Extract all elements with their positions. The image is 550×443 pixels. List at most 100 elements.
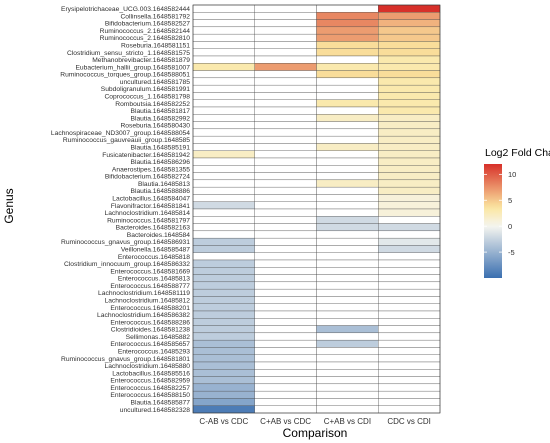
heatmap-cell bbox=[192, 4, 255, 13]
heatmap-cell bbox=[254, 179, 317, 188]
heatmap-cell bbox=[192, 77, 255, 86]
heatmap-cell bbox=[254, 165, 317, 173]
heatmap-cells bbox=[192, 4, 441, 414]
heatmap-cell bbox=[316, 150, 379, 159]
heatmap-cell bbox=[378, 201, 441, 210]
heatmap-cell bbox=[316, 70, 379, 79]
heatmap-cell bbox=[192, 48, 255, 57]
heatmap-cell bbox=[192, 19, 255, 28]
heatmap-cell bbox=[378, 135, 441, 144]
heatmap-cell bbox=[254, 274, 317, 283]
heatmap-cell bbox=[192, 208, 255, 217]
row-label: Enterococcus.1648588201 bbox=[110, 305, 190, 312]
heatmap-cell bbox=[192, 376, 255, 385]
heatmap-cell bbox=[192, 157, 255, 166]
heatmap-cell bbox=[316, 92, 379, 100]
heatmap-cell bbox=[316, 376, 379, 385]
heatmap-cell bbox=[316, 390, 379, 399]
x-axis-title: Comparison bbox=[283, 426, 348, 440]
heatmap-cell bbox=[192, 274, 255, 283]
heatmap-cell bbox=[316, 274, 379, 283]
row-label: Flavonifractor.1648581841 bbox=[111, 203, 190, 210]
heatmap-cell bbox=[378, 347, 441, 355]
row-label: Enterococcus.16485813 bbox=[118, 276, 190, 283]
heatmap-cell bbox=[192, 179, 255, 188]
heatmap-cell bbox=[378, 128, 441, 137]
row-label: Lachnoclostridium.16485812 bbox=[104, 297, 190, 304]
heatmap-cell bbox=[316, 121, 379, 130]
heatmap-cell bbox=[378, 398, 441, 406]
legend: Log2 Fold Change 10 5 0 -5 bbox=[484, 147, 550, 278]
heatmap-cell bbox=[378, 12, 441, 20]
column-label: C-AB vs CDC bbox=[199, 417, 248, 426]
heatmap-cell bbox=[254, 201, 317, 210]
heatmap-cell bbox=[378, 186, 441, 195]
column-label: CDC vs CDI bbox=[387, 417, 431, 426]
heatmap-cell bbox=[254, 405, 317, 414]
heatmap-cell bbox=[254, 186, 317, 195]
heatmap-cell bbox=[378, 143, 441, 151]
heatmap-cell bbox=[192, 332, 255, 341]
heatmap-cell bbox=[192, 288, 255, 297]
heatmap-cell bbox=[254, 19, 317, 28]
heatmap-cell bbox=[192, 12, 255, 20]
heatmap-cell bbox=[192, 26, 255, 35]
row-label: Ruminococcus_gnavus_group.1648586931 bbox=[61, 239, 190, 246]
row-label: Methanobrevibacter.1648581879 bbox=[92, 57, 190, 64]
heatmap-cell bbox=[316, 135, 379, 144]
heatmap-cell bbox=[316, 361, 379, 370]
heatmap-cell bbox=[316, 157, 379, 166]
heatmap-cell bbox=[254, 318, 317, 326]
heatmap-cell bbox=[254, 33, 317, 42]
heatmap-cell bbox=[316, 26, 379, 35]
heatmap-cell bbox=[378, 303, 441, 312]
heatmap-cell bbox=[254, 223, 317, 232]
heatmap-cell bbox=[316, 55, 379, 64]
heatmap-cell bbox=[316, 194, 379, 202]
heatmap-cell bbox=[254, 150, 317, 159]
heatmap-cell bbox=[254, 267, 317, 275]
row-label: Clostridium_sensu_stricto_1.1648581575 bbox=[67, 50, 190, 57]
heatmap-cell bbox=[192, 165, 255, 173]
heatmap-cell bbox=[254, 121, 317, 130]
heatmap-cell bbox=[378, 63, 441, 71]
heatmap-cell bbox=[316, 106, 379, 115]
heatmap-cell bbox=[316, 252, 379, 261]
heatmap-cell bbox=[254, 230, 317, 239]
heatmap-cell bbox=[316, 369, 379, 377]
row-label: Bifidobacterium.1648582724 bbox=[105, 174, 190, 181]
heatmap-cell bbox=[316, 201, 379, 210]
heatmap-cell bbox=[378, 318, 441, 326]
row-label: Eubacterium_hallii_group.1648581007 bbox=[75, 64, 190, 71]
row-label: Bifidobacterium.1648582527 bbox=[105, 21, 190, 28]
heatmap-cell bbox=[254, 354, 317, 363]
column-label: C+AB vs CDI bbox=[324, 417, 371, 426]
heatmap-cell bbox=[254, 12, 317, 20]
heatmap-cell bbox=[254, 281, 317, 290]
row-label: Clostridioides.1648581238 bbox=[111, 327, 190, 334]
row-label: Subdoligranulum.1648581991 bbox=[101, 86, 191, 93]
row-label: Lachnoclostridium.16485814 bbox=[104, 210, 190, 217]
row-label: Erysipelotrichaceae_UCG.003.1648582444 bbox=[61, 6, 190, 13]
heatmap-cell bbox=[192, 121, 255, 130]
heatmap-cell bbox=[254, 376, 317, 385]
heatmap-cell bbox=[192, 230, 255, 239]
row-label: Lactobacillus.1648585516 bbox=[112, 370, 190, 377]
row-label: Enterococcus.1648582257 bbox=[110, 385, 190, 392]
heatmap-cell bbox=[316, 245, 379, 253]
heatmap-cell bbox=[316, 143, 379, 151]
heatmap-cell bbox=[316, 325, 379, 334]
heatmap-cell bbox=[254, 390, 317, 399]
row-label: uncultured.1648581785 bbox=[120, 79, 191, 86]
heatmap-cell bbox=[378, 354, 441, 363]
heatmap-cell bbox=[254, 252, 317, 261]
heatmap-cell bbox=[254, 70, 317, 79]
heatmap-cell bbox=[254, 128, 317, 137]
heatmap-cell bbox=[316, 223, 379, 232]
heatmap-cell bbox=[254, 194, 317, 202]
row-label: Lachnospiraceae_ND3007_group.1648588054 bbox=[51, 130, 190, 137]
heatmap-cell bbox=[378, 48, 441, 57]
legend-ticks: 10 5 0 -5 bbox=[484, 170, 516, 257]
heatmap-cell bbox=[192, 245, 255, 253]
